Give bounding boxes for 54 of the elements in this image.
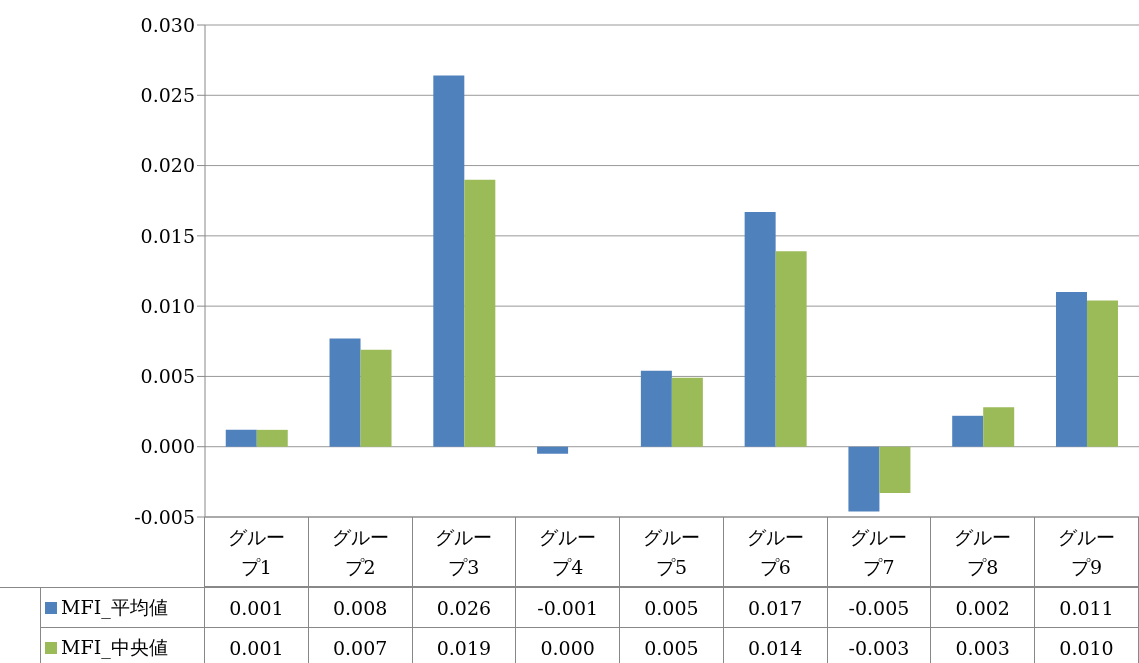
- data-label: -0.001: [516, 588, 621, 628]
- data-label: 0.011: [1035, 588, 1139, 628]
- x-tick-label: グループ5: [641, 524, 701, 580]
- x-tick-label: グループ2: [330, 524, 390, 580]
- data-label: 0.017: [723, 588, 828, 628]
- data-label: 0.010: [1035, 628, 1139, 663]
- x-tick-label: グループ9: [1057, 524, 1116, 580]
- data-label: -0.005: [827, 588, 932, 628]
- data-label: 0.002: [931, 588, 1036, 628]
- data-label: -0.003: [827, 628, 932, 663]
- y-tick-label: 0.015: [140, 224, 195, 247]
- data-label: 0.014: [723, 628, 828, 663]
- bar: [640, 370, 672, 447]
- x-tick-label: グループ4: [538, 524, 598, 580]
- bar: [433, 75, 465, 447]
- bar: [879, 446, 911, 494]
- bar: [952, 415, 984, 447]
- x-tick-label: グループ6: [745, 524, 805, 580]
- bar: [775, 251, 807, 447]
- bar: [983, 407, 1015, 447]
- data-label: 0.026: [412, 588, 517, 628]
- data-label: 0.008: [308, 588, 413, 628]
- data-label: 0.019: [412, 628, 517, 663]
- bar: [256, 429, 288, 447]
- x-tick-label: グループ7: [849, 524, 909, 580]
- bar: [537, 446, 569, 454]
- y-tick-label: 0.020: [140, 154, 195, 177]
- data-label: 0.000: [516, 628, 621, 663]
- y-tick-label: 0.005: [140, 365, 195, 388]
- bar: [225, 429, 257, 447]
- bar: [464, 179, 496, 447]
- data-label: 0.003: [931, 628, 1036, 663]
- bar: [329, 338, 361, 447]
- bar: [1086, 300, 1118, 447]
- y-tick-label: 0.000: [140, 435, 195, 458]
- legend-label: MFI_中央値: [61, 634, 168, 661]
- bar: [671, 377, 703, 447]
- data-label: 0.005: [620, 588, 724, 628]
- bar: [1055, 292, 1087, 447]
- legend-label: MFI_平均値: [61, 594, 168, 621]
- x-tick-label: グループ3: [434, 524, 494, 580]
- x-tick-label: グループ8: [953, 524, 1013, 580]
- data-label: 0.007: [308, 628, 413, 663]
- data-label: 0.001: [205, 588, 309, 628]
- y-tick-label: -0.005: [134, 505, 195, 528]
- data-label: 0.005: [620, 628, 724, 663]
- y-tick-label: 0.010: [140, 294, 195, 317]
- x-tick-label: グループ1: [226, 524, 286, 580]
- data-label: 0.001: [205, 628, 309, 663]
- bar: [360, 349, 392, 447]
- y-tick-label: 0.025: [140, 84, 195, 107]
- y-tick-label: 0.030: [140, 13, 195, 36]
- bar: [744, 211, 776, 447]
- bar: [848, 446, 880, 512]
